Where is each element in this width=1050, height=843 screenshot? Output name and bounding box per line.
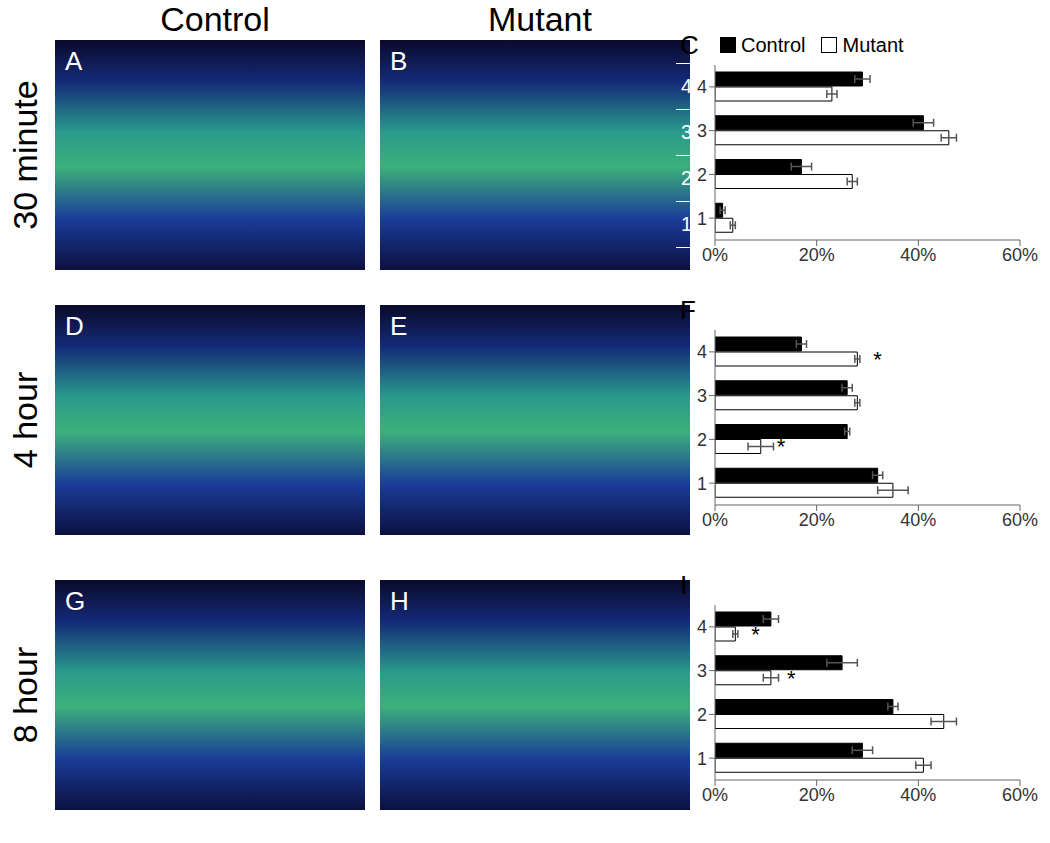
html-text:C: C — [680, 29, 699, 60]
html-text:Control: Control — [160, 0, 270, 38]
html-text:B: B — [390, 46, 408, 76]
svg-text:20%: 20% — [799, 245, 835, 265]
svg-text:0%: 0% — [702, 785, 728, 805]
svg-text:4: 4 — [697, 617, 707, 637]
html-text:3: 3 — [680, 120, 692, 143]
html-text:Control: Control — [741, 33, 806, 56]
svg-text:*: * — [873, 347, 882, 372]
svg-text:1: 1 — [697, 474, 707, 494]
html-text:Mutant: Mutant — [842, 33, 904, 56]
html-text:2: 2 — [680, 166, 692, 189]
svg-text:20%: 20% — [799, 510, 835, 530]
svg-text:40%: 40% — [900, 785, 936, 805]
svg-text:4: 4 — [697, 77, 707, 97]
svg-text:1: 1 — [697, 209, 707, 229]
html-text:E: E — [390, 311, 408, 341]
html-text:G: G — [65, 586, 86, 616]
svg-text:40%: 40% — [900, 245, 936, 265]
svg-text:3: 3 — [697, 386, 707, 406]
svg-text:0%: 0% — [702, 510, 728, 530]
html-text:I: I — [680, 569, 688, 600]
html-text:Mutant: Mutant — [488, 0, 592, 38]
svg-text:2: 2 — [697, 165, 707, 185]
svg-text:60%: 60% — [1002, 785, 1038, 805]
svg-text:2: 2 — [697, 705, 707, 725]
html-text:D: D — [65, 311, 84, 341]
svg-text:*: * — [777, 434, 786, 459]
html-text:4: 4 — [680, 74, 692, 97]
svg-text:*: * — [787, 666, 796, 691]
svg-text:60%: 60% — [1002, 245, 1038, 265]
svg-text:1: 1 — [697, 749, 707, 769]
svg-text:0%: 0% — [702, 245, 728, 265]
svg-text:4: 4 — [697, 342, 707, 362]
html-text:4 hour: 4 hour — [5, 371, 44, 469]
html-text:F: F — [680, 294, 696, 325]
svg-text:*: * — [751, 622, 760, 647]
svg-text:3: 3 — [697, 661, 707, 681]
html-text:H: H — [390, 586, 409, 616]
svg-text:3: 3 — [697, 121, 707, 141]
html-text:8 hour: 8 hour — [5, 646, 44, 744]
svg-text:2: 2 — [697, 430, 707, 450]
svg-text:20%: 20% — [799, 785, 835, 805]
html-text:30 minute: 30 minute — [5, 80, 44, 230]
svg-text:60%: 60% — [1002, 510, 1038, 530]
html-text:A: A — [65, 46, 83, 76]
html-text:1: 1 — [680, 212, 692, 235]
svg-text:40%: 40% — [900, 510, 936, 530]
